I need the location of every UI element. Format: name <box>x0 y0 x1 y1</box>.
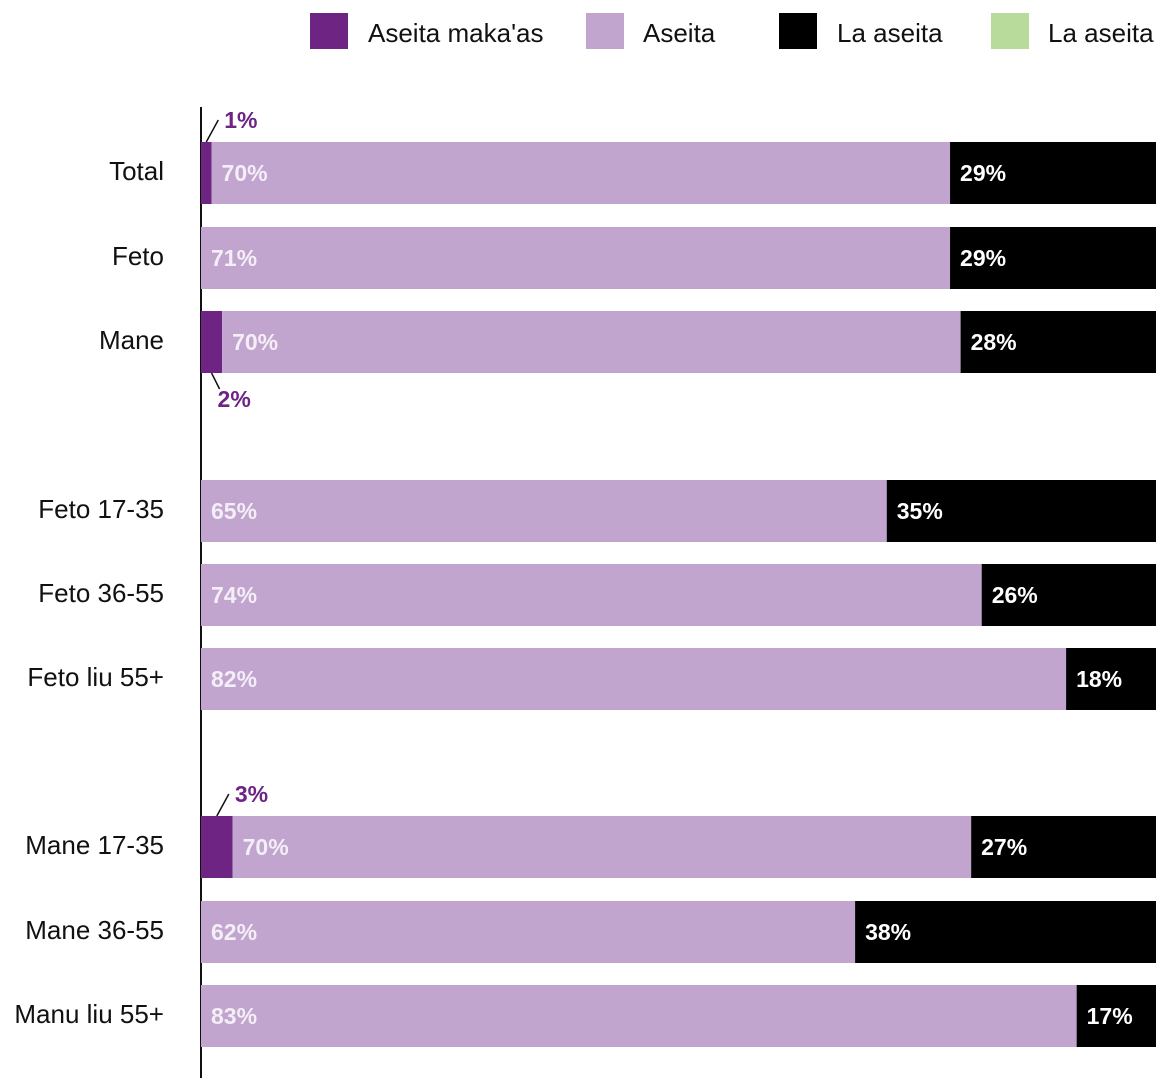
bar-segment <box>1076 985 1156 1047</box>
data-label: 35% <box>897 498 943 524</box>
data-label: 71% <box>211 245 257 271</box>
data-label: 74% <box>211 582 257 608</box>
bar-segment <box>950 142 1156 204</box>
legend-swatch <box>991 13 1029 49</box>
data-label: 29% <box>960 160 1006 186</box>
legend-label: Aseita <box>643 18 716 48</box>
category-label: Mane <box>99 325 164 355</box>
category-label: Manu liu 55+ <box>14 999 164 1029</box>
bar-segment <box>201 227 951 289</box>
bar-segment <box>201 648 1067 710</box>
chart-legend: Aseita maka'as Aseita La aseita La aseita <box>310 13 1154 49</box>
category-label: Feto <box>112 241 164 271</box>
category-label: Feto liu 55+ <box>27 662 164 692</box>
data-label: 65% <box>211 498 257 524</box>
data-label: 18% <box>1076 666 1122 692</box>
category-label: Feto 36-55 <box>38 578 164 608</box>
legend-label: Aseita maka'as <box>368 18 544 48</box>
bar-segment <box>201 311 223 373</box>
bar-segment <box>232 816 972 878</box>
data-label: 28% <box>971 329 1017 355</box>
category-label: Mane 36-55 <box>25 915 164 945</box>
category-label: Total <box>109 156 164 186</box>
bar-segment <box>201 480 887 542</box>
leader-line <box>210 372 221 390</box>
data-label: 70% <box>232 329 278 355</box>
legend-swatch <box>779 13 817 49</box>
legend-swatch <box>310 13 348 49</box>
bars <box>201 142 1156 1047</box>
bar-segment <box>201 816 233 878</box>
legend-label: La aseita <box>1048 18 1154 48</box>
data-label: 2% <box>218 386 251 412</box>
leader-line <box>216 793 230 817</box>
bar-segment <box>855 901 1156 963</box>
bar-segment <box>950 227 1156 289</box>
bar-segment <box>1066 648 1156 710</box>
data-label: 83% <box>211 1003 257 1029</box>
data-label: 27% <box>981 834 1027 860</box>
data-label: 82% <box>211 666 257 692</box>
leader-line <box>205 119 219 143</box>
value-labels: 1% 70% 29% 71% 29% 2% 70% 28% 65% 35% 74% 26% 82% 18%… <box>205 107 1133 1029</box>
data-label: 29% <box>960 245 1006 271</box>
data-label: 38% <box>865 919 911 945</box>
data-label: 70% <box>222 160 268 186</box>
bar-segment <box>201 142 212 204</box>
category-label: Mane 17-35 <box>25 830 164 860</box>
category-labels: Total Feto Mane Feto 17-35 Feto 36-55 Feto li… <box>14 156 164 1029</box>
data-label: 17% <box>1087 1003 1133 1029</box>
bar-segment <box>211 142 951 204</box>
bar-segment <box>201 901 856 963</box>
bar-segment <box>201 985 1077 1047</box>
legend-label: La aseita <box>837 18 943 48</box>
data-label: 1% <box>224 107 257 133</box>
bar-segment <box>886 480 1156 542</box>
data-label: 70% <box>243 834 289 860</box>
bar-segment <box>960 311 1156 373</box>
data-label: 26% <box>992 582 1038 608</box>
bar-segment <box>201 564 982 626</box>
legend-swatch <box>586 13 624 49</box>
bar-segment <box>971 816 1156 878</box>
bar-segment <box>981 564 1156 626</box>
data-label: 3% <box>235 781 268 807</box>
category-label: Feto 17-35 <box>38 494 164 524</box>
data-label: 62% <box>211 919 257 945</box>
bar-segment <box>222 311 961 373</box>
